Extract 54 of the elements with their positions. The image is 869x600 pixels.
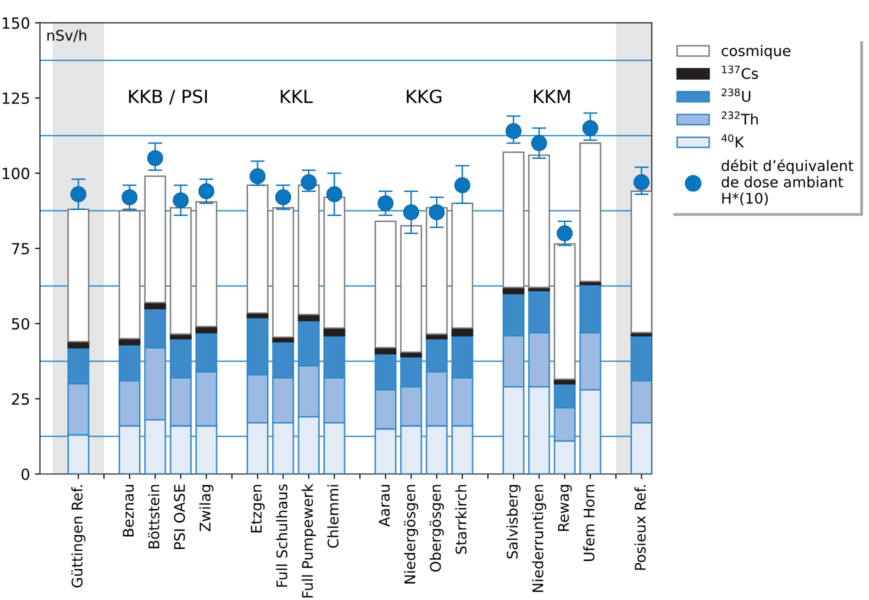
- x-tick-label: Chlemmi: [327, 485, 339, 548]
- legend-label: débit d’équivalent de dose ambiant H*(10): [722, 159, 854, 206]
- bar: [502, 151, 524, 288]
- legend-label: cosmique: [722, 44, 790, 60]
- bar: [195, 201, 218, 328]
- y-tick-label: 125: [2, 92, 29, 104]
- x-tick-label: Rewag: [558, 485, 572, 531]
- bar: [579, 142, 602, 282]
- bar: [118, 210, 140, 340]
- y-tick-label: 0: [22, 468, 30, 480]
- annotation: KKM: [534, 90, 570, 103]
- y-tick-label: 25: [12, 393, 29, 405]
- bar: [272, 207, 294, 338]
- annotation: KKB / PSI: [129, 90, 207, 105]
- y-tick-label: 75: [12, 243, 29, 254]
- bar: [298, 184, 320, 316]
- y-tick-label: 150: [2, 17, 30, 29]
- x-tick-label: Full Schulhaus: [276, 484, 288, 587]
- bar: [426, 207, 448, 335]
- x-tick-label: Ufem Horn: [583, 484, 595, 561]
- y-tick-label: 50: [12, 318, 30, 330]
- x-tick-label: Zwilag: [199, 485, 214, 532]
- legend-label: $^{137}$Cs: [722, 66, 758, 79]
- x-tick-label: Etzgen: [250, 484, 265, 532]
- y-tick-label: 100: [2, 168, 30, 180]
- bar: [528, 154, 550, 288]
- x-tick-label: Aarau: [378, 485, 390, 527]
- y-axis-title: nSv/h: [47, 30, 86, 42]
- x-tick-label: Niedergösgen: [404, 484, 418, 584]
- x-tick-label: Böttstein: [148, 484, 160, 548]
- x-tick-label: Full Pumpewerk: [302, 484, 316, 598]
- bar: [554, 243, 576, 380]
- bar: [170, 207, 192, 335]
- bar: [400, 225, 422, 353]
- legend-label: $^{232}$Th: [722, 111, 758, 125]
- x-tick-label: PSI OASE: [174, 484, 185, 549]
- bar: [630, 190, 652, 334]
- x-tick-label: Güttingen Ref.: [71, 485, 86, 588]
- bar: [246, 184, 268, 314]
- legend-label: $^{40}$K: [722, 134, 744, 148]
- x-tick-label: Posieux Ref.: [634, 485, 646, 570]
- x-tick-label: Beznau: [122, 485, 134, 536]
- x-tick-label: Salvisberg: [506, 485, 521, 559]
- bar: [144, 176, 166, 304]
- x-tick-label: Obergösgen: [430, 484, 444, 572]
- x-tick-label: Niederruntigen: [532, 484, 546, 592]
- annotation: KKL: [280, 90, 313, 103]
- bar: [67, 208, 90, 342]
- bar: [374, 220, 396, 348]
- x-tick-label: Starrkirch: [455, 484, 467, 554]
- bar: [451, 202, 474, 329]
- bar: [323, 196, 346, 329]
- annotation: KKG: [406, 90, 442, 104]
- legend-label: $^{238}$U: [722, 88, 750, 102]
